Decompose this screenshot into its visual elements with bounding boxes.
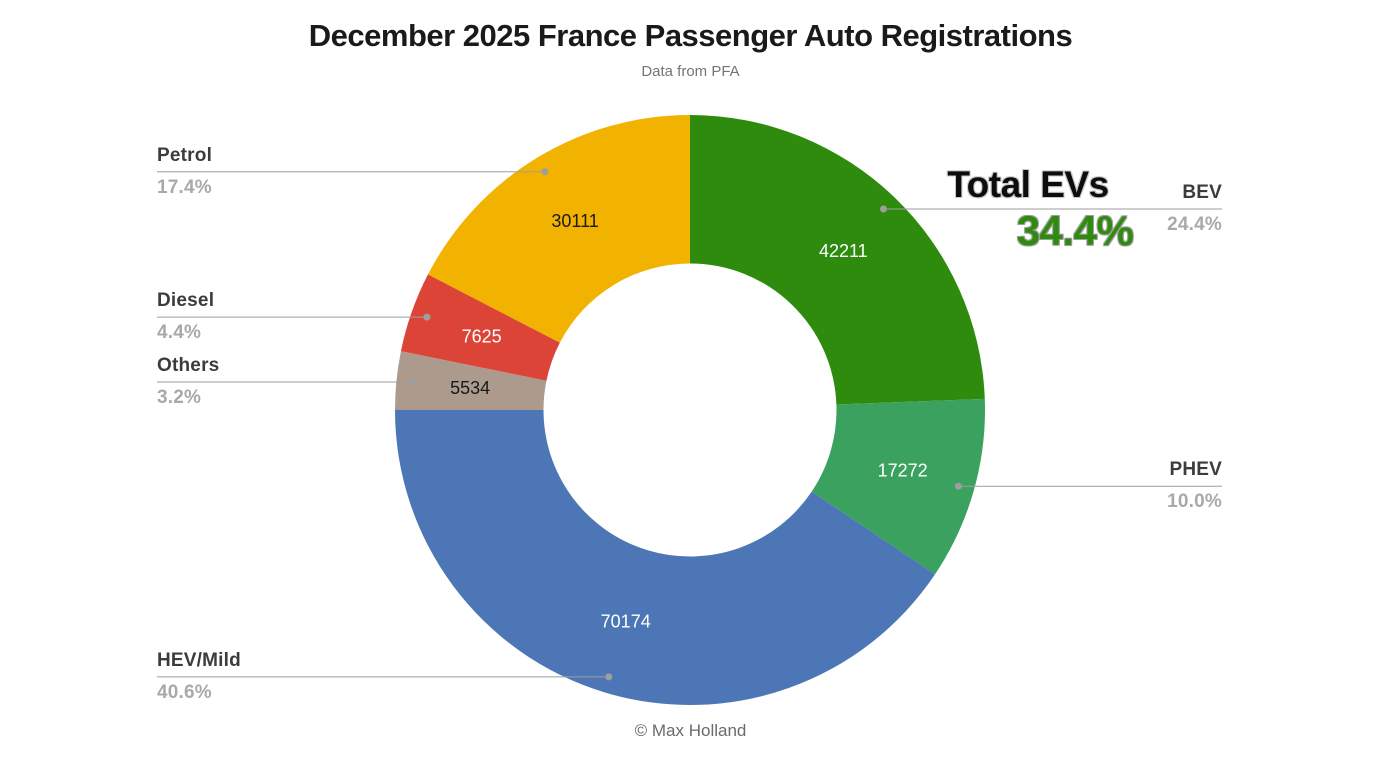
slice-value-phev: 17272 [878,460,928,480]
callout-dot-hev-mild [605,673,613,681]
slice-value-petrol: 30111 [551,211,598,231]
slice-value-bev: 42211 [819,241,868,261]
callout-dot-bev [880,205,887,213]
chart-subtitle: Data from PFA [641,63,740,80]
chart-credit: © Max Holland [634,721,747,740]
pie-slice-petrol[interactable] [428,115,690,343]
total-evs-pct: 34.4% [1016,207,1134,254]
pie-slice-hev-mild[interactable] [394,410,936,706]
pie-slice-diesel[interactable] [400,274,560,381]
total-evs-label: Total EVs [947,164,1109,205]
pie-slice-others[interactable] [395,351,547,410]
callout-dot-others [408,378,416,386]
slice-value-others: 5534 [450,378,490,398]
slice-value-hev-mild: 70174 [601,611,651,631]
pie-slice-phev[interactable] [811,398,985,575]
callout-dot-phev [954,482,962,490]
chart-title: December 2025 France Passenger Auto Regi… [308,18,1073,53]
callout-dot-diesel [423,313,431,321]
slice-value-diesel: 7625 [462,326,502,346]
pie-slice-bev[interactable] [690,115,985,405]
callout-dot-petrol [541,168,549,176]
